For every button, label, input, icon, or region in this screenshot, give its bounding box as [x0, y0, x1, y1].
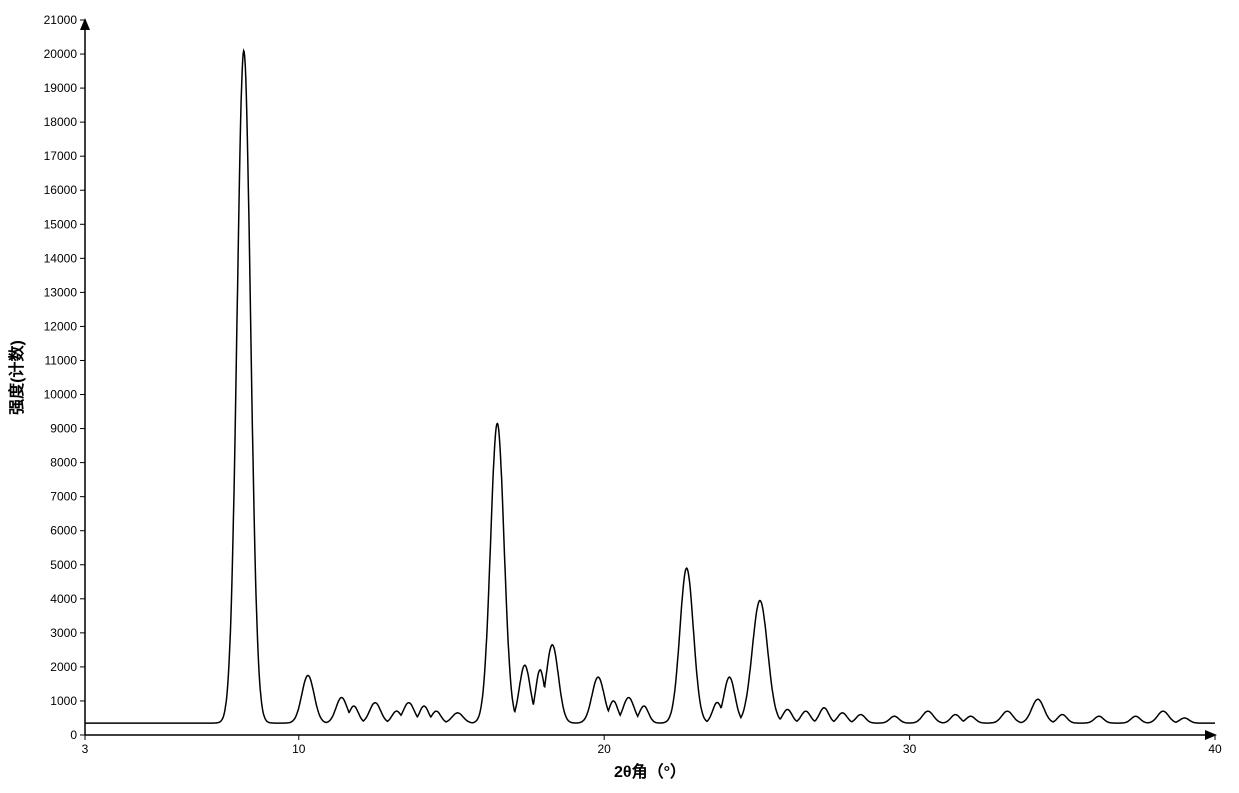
y-tick-label: 5000 [50, 558, 77, 572]
x-axis-label: 2θ角（°） [614, 762, 686, 781]
y-tick-label: 12000 [44, 319, 78, 333]
y-tick-label: 4000 [50, 592, 77, 606]
y-tick-label: 21000 [44, 13, 78, 27]
y-tick-label: 17000 [44, 149, 78, 163]
y-tick-label: 16000 [44, 183, 78, 197]
y-tick-label: 11000 [45, 353, 78, 367]
xrd-chart: 0 1000 2000 3000 4000 5000 6000 7000 8000 9000 100… [0, 0, 1239, 793]
y-tick-label: 0 [70, 728, 77, 742]
y-axis-label: 强度(计数) [7, 340, 26, 415]
y-tick-label: 8000 [50, 456, 77, 470]
y-tick-label: 19000 [44, 81, 78, 95]
chart-bg [0, 0, 1239, 793]
y-tick-label: 1000 [50, 694, 77, 708]
xrd-svg: 0 1000 2000 3000 4000 5000 6000 7000 8000 9000 100… [0, 0, 1239, 793]
y-tick-label: 9000 [50, 422, 77, 436]
x-tick-label: 10 [292, 742, 306, 756]
y-tick-label: 13000 [44, 285, 78, 299]
x-tick-label: 3 [82, 742, 89, 756]
y-tick-label: 20000 [44, 47, 78, 61]
y-tick-label: 2000 [50, 660, 77, 674]
y-tick-label: 6000 [50, 524, 77, 538]
y-tick-label: 7000 [50, 490, 77, 504]
y-tick-label: 14000 [44, 251, 78, 265]
y-tick-label: 3000 [50, 626, 77, 640]
x-tick-label: 30 [903, 742, 917, 756]
y-tick-label: 18000 [44, 115, 78, 129]
y-tick-label: 15000 [44, 217, 78, 231]
x-tick-label: 20 [598, 742, 612, 756]
x-tick-label: 40 [1208, 742, 1222, 756]
y-tick-label: 10000 [44, 388, 78, 402]
